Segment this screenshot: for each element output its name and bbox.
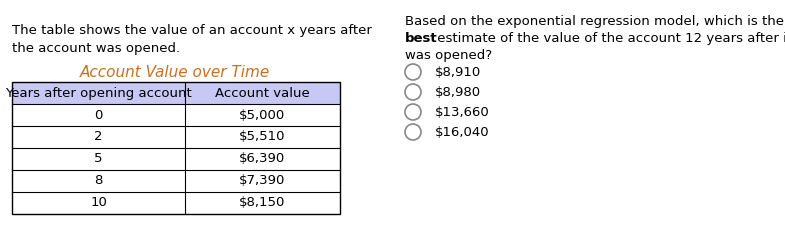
Text: Years after opening account: Years after opening account: [5, 87, 192, 100]
Text: $8,980: $8,980: [435, 86, 481, 99]
Text: 5: 5: [94, 152, 103, 165]
Text: best: best: [405, 32, 437, 45]
Text: 0: 0: [94, 109, 103, 122]
Text: Account value: Account value: [215, 87, 310, 100]
Text: $5,510: $5,510: [239, 131, 286, 143]
Text: was opened?: was opened?: [405, 49, 492, 62]
Bar: [12, 82, 340, 104]
Text: The table shows the value of an account x years after: The table shows the value of an account …: [12, 24, 372, 37]
Text: estimate of the value of the account 12 years after it: estimate of the value of the account 12 …: [433, 32, 785, 45]
Text: 8: 8: [94, 174, 103, 187]
Text: 2: 2: [94, 131, 103, 143]
Text: $13,660: $13,660: [435, 105, 490, 118]
Text: $6,390: $6,390: [239, 152, 286, 165]
Text: $8,150: $8,150: [239, 196, 286, 210]
Text: $16,040: $16,040: [435, 126, 490, 138]
Text: $8,910: $8,910: [435, 65, 481, 78]
Bar: [12, 82, 340, 214]
Text: Based on the exponential regression model, which is the: Based on the exponential regression mode…: [405, 15, 784, 28]
Text: $5,000: $5,000: [239, 109, 286, 122]
Text: 10: 10: [90, 196, 107, 210]
Text: Account Value over Time: Account Value over Time: [80, 65, 270, 80]
Text: $7,390: $7,390: [239, 174, 286, 187]
Text: the account was opened.: the account was opened.: [12, 42, 180, 55]
